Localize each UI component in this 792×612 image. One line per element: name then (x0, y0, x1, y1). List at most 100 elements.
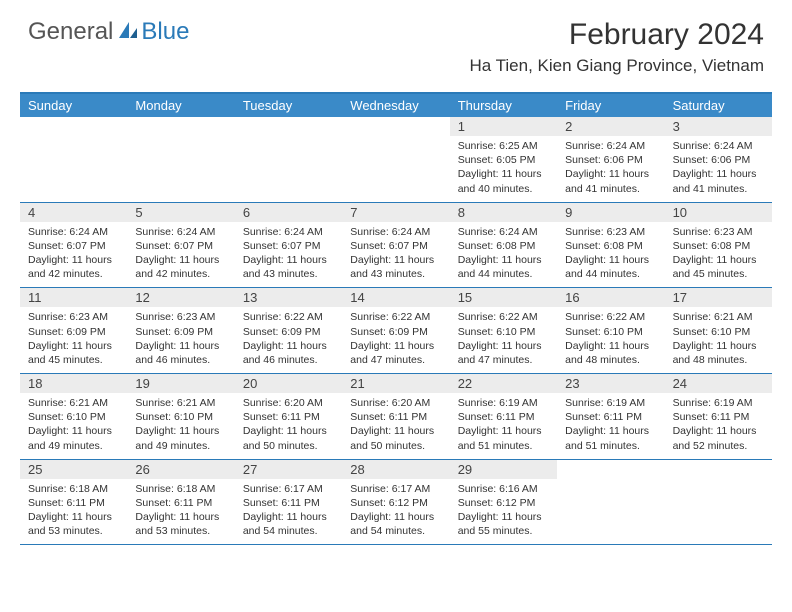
day-header-sun: Sunday (20, 94, 127, 117)
location-subtitle: Ha Tien, Kien Giang Province, Vietnam (469, 56, 764, 76)
sunrise-text: Sunrise: 6:21 AM (28, 396, 119, 410)
daylight-text: Daylight: 11 hours and 49 minutes. (135, 424, 226, 452)
day-number: 24 (665, 374, 772, 393)
sunset-text: Sunset: 6:07 PM (28, 239, 119, 253)
day-cell: 29Sunrise: 6:16 AMSunset: 6:12 PMDayligh… (450, 460, 557, 545)
sunset-text: Sunset: 6:12 PM (350, 496, 441, 510)
day-header-wed: Wednesday (342, 94, 449, 117)
sunrise-text: Sunrise: 6:24 AM (673, 139, 764, 153)
sunset-text: Sunset: 6:06 PM (565, 153, 656, 167)
sunset-text: Sunset: 6:10 PM (28, 410, 119, 424)
day-details: Sunrise: 6:24 AMSunset: 6:07 PMDaylight:… (127, 222, 234, 288)
day-details: Sunrise: 6:19 AMSunset: 6:11 PMDaylight:… (450, 393, 557, 459)
day-details: Sunrise: 6:18 AMSunset: 6:11 PMDaylight:… (20, 479, 127, 545)
day-details: Sunrise: 6:20 AMSunset: 6:11 PMDaylight:… (235, 393, 342, 459)
day-details: Sunrise: 6:24 AMSunset: 6:06 PMDaylight:… (665, 136, 772, 202)
day-details: Sunrise: 6:19 AMSunset: 6:11 PMDaylight:… (665, 393, 772, 459)
day-details: Sunrise: 6:22 AMSunset: 6:10 PMDaylight:… (557, 307, 664, 373)
day-cell: . (342, 117, 449, 202)
day-cell: 15Sunrise: 6:22 AMSunset: 6:10 PMDayligh… (450, 288, 557, 373)
daylight-text: Daylight: 11 hours and 45 minutes. (673, 253, 764, 281)
sunrise-text: Sunrise: 6:22 AM (350, 310, 441, 324)
week-row: 11Sunrise: 6:23 AMSunset: 6:09 PMDayligh… (20, 288, 772, 374)
logo-text-general: General (28, 18, 113, 46)
day-cell: 22Sunrise: 6:19 AMSunset: 6:11 PMDayligh… (450, 374, 557, 459)
day-number: 13 (235, 288, 342, 307)
day-header-fri: Friday (557, 94, 664, 117)
day-number: 1 (450, 117, 557, 136)
day-cell: 18Sunrise: 6:21 AMSunset: 6:10 PMDayligh… (20, 374, 127, 459)
day-number: 7 (342, 203, 449, 222)
day-header-thu: Thursday (450, 94, 557, 117)
day-number: 8 (450, 203, 557, 222)
day-cell: 27Sunrise: 6:17 AMSunset: 6:11 PMDayligh… (235, 460, 342, 545)
day-number: 28 (342, 460, 449, 479)
daylight-text: Daylight: 11 hours and 54 minutes. (243, 510, 334, 538)
day-number: 5 (127, 203, 234, 222)
day-number: 21 (342, 374, 449, 393)
day-number: 3 (665, 117, 772, 136)
day-header-row: Sunday Monday Tuesday Wednesday Thursday… (20, 94, 772, 117)
day-details: Sunrise: 6:22 AMSunset: 6:09 PMDaylight:… (342, 307, 449, 373)
day-cell: 3Sunrise: 6:24 AMSunset: 6:06 PMDaylight… (665, 117, 772, 202)
page-header: General Blue February 2024 Ha Tien, Kien… (0, 0, 792, 84)
day-cell: 19Sunrise: 6:21 AMSunset: 6:10 PMDayligh… (127, 374, 234, 459)
daylight-text: Daylight: 11 hours and 51 minutes. (565, 424, 656, 452)
daylight-text: Daylight: 11 hours and 43 minutes. (243, 253, 334, 281)
daylight-text: Daylight: 11 hours and 47 minutes. (350, 339, 441, 367)
daylight-text: Daylight: 11 hours and 47 minutes. (458, 339, 549, 367)
sunset-text: Sunset: 6:10 PM (565, 325, 656, 339)
daylight-text: Daylight: 11 hours and 50 minutes. (350, 424, 441, 452)
week-row: 18Sunrise: 6:21 AMSunset: 6:10 PMDayligh… (20, 374, 772, 460)
day-details: Sunrise: 6:22 AMSunset: 6:09 PMDaylight:… (235, 307, 342, 373)
day-details: Sunrise: 6:23 AMSunset: 6:09 PMDaylight:… (127, 307, 234, 373)
sunset-text: Sunset: 6:07 PM (243, 239, 334, 253)
weeks-container: ....1Sunrise: 6:25 AMSunset: 6:05 PMDayl… (20, 117, 772, 545)
sunrise-text: Sunrise: 6:22 AM (565, 310, 656, 324)
day-cell: 2Sunrise: 6:24 AMSunset: 6:06 PMDaylight… (557, 117, 664, 202)
day-details: Sunrise: 6:17 AMSunset: 6:11 PMDaylight:… (235, 479, 342, 545)
daylight-text: Daylight: 11 hours and 45 minutes. (28, 339, 119, 367)
daylight-text: Daylight: 11 hours and 42 minutes. (135, 253, 226, 281)
day-cell: 26Sunrise: 6:18 AMSunset: 6:11 PMDayligh… (127, 460, 234, 545)
day-details: Sunrise: 6:21 AMSunset: 6:10 PMDaylight:… (20, 393, 127, 459)
week-row: 4Sunrise: 6:24 AMSunset: 6:07 PMDaylight… (20, 203, 772, 289)
sunrise-text: Sunrise: 6:22 AM (243, 310, 334, 324)
day-cell: . (665, 460, 772, 545)
sunrise-text: Sunrise: 6:17 AM (350, 482, 441, 496)
day-cell: 1Sunrise: 6:25 AMSunset: 6:05 PMDaylight… (450, 117, 557, 202)
daylight-text: Daylight: 11 hours and 40 minutes. (458, 167, 549, 195)
day-cell: 23Sunrise: 6:19 AMSunset: 6:11 PMDayligh… (557, 374, 664, 459)
day-cell: 21Sunrise: 6:20 AMSunset: 6:11 PMDayligh… (342, 374, 449, 459)
day-details: Sunrise: 6:19 AMSunset: 6:11 PMDaylight:… (557, 393, 664, 459)
sunrise-text: Sunrise: 6:23 AM (565, 225, 656, 239)
day-number: 4 (20, 203, 127, 222)
sunrise-text: Sunrise: 6:22 AM (458, 310, 549, 324)
day-details: Sunrise: 6:18 AMSunset: 6:11 PMDaylight:… (127, 479, 234, 545)
day-cell: 5Sunrise: 6:24 AMSunset: 6:07 PMDaylight… (127, 203, 234, 288)
sunset-text: Sunset: 6:09 PM (350, 325, 441, 339)
daylight-text: Daylight: 11 hours and 49 minutes. (28, 424, 119, 452)
day-number: 15 (450, 288, 557, 307)
sunrise-text: Sunrise: 6:24 AM (350, 225, 441, 239)
day-details: Sunrise: 6:23 AMSunset: 6:08 PMDaylight:… (665, 222, 772, 288)
day-number: 17 (665, 288, 772, 307)
day-number: 19 (127, 374, 234, 393)
sunset-text: Sunset: 6:08 PM (458, 239, 549, 253)
daylight-text: Daylight: 11 hours and 53 minutes. (135, 510, 226, 538)
daylight-text: Daylight: 11 hours and 41 minutes. (673, 167, 764, 195)
day-cell: 20Sunrise: 6:20 AMSunset: 6:11 PMDayligh… (235, 374, 342, 459)
daylight-text: Daylight: 11 hours and 50 minutes. (243, 424, 334, 452)
day-number: 22 (450, 374, 557, 393)
daylight-text: Daylight: 11 hours and 53 minutes. (28, 510, 119, 538)
sunset-text: Sunset: 6:07 PM (350, 239, 441, 253)
sunrise-text: Sunrise: 6:20 AM (243, 396, 334, 410)
day-number: 2 (557, 117, 664, 136)
day-number: 26 (127, 460, 234, 479)
day-number: 14 (342, 288, 449, 307)
day-details: Sunrise: 6:16 AMSunset: 6:12 PMDaylight:… (450, 479, 557, 545)
day-cell: 28Sunrise: 6:17 AMSunset: 6:12 PMDayligh… (342, 460, 449, 545)
logo-text-blue: Blue (141, 18, 189, 46)
day-details: Sunrise: 6:23 AMSunset: 6:08 PMDaylight:… (557, 222, 664, 288)
sunrise-text: Sunrise: 6:19 AM (565, 396, 656, 410)
